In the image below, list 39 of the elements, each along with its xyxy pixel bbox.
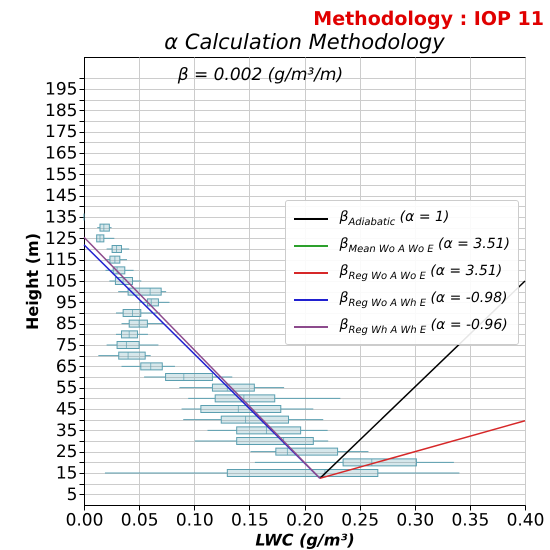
y-tick-label: 45 — [56, 400, 78, 420]
x-tick-label: 0.40 — [506, 510, 544, 530]
x-tick-label: 0.20 — [286, 510, 324, 530]
x-tick-label: 0.10 — [176, 510, 214, 530]
y-tick-label: 195 — [45, 80, 78, 100]
y-tick-label: 165 — [45, 144, 78, 164]
x-tick-label: 0.05 — [120, 510, 159, 530]
x-tick-label: 0.25 — [341, 510, 380, 530]
y-tick-label: 55 — [56, 378, 78, 398]
y-tick-label: 5 — [66, 484, 78, 505]
y-tick-label: 175 — [45, 122, 78, 142]
y-tick-label: 145 — [45, 186, 78, 206]
chart-subtitle: Methodology : IOP 11 — [313, 8, 544, 30]
x-tick-label: 0.00 — [66, 510, 104, 530]
y-tick-label: 95 — [56, 292, 78, 313]
x-tick-label: 0.15 — [230, 510, 269, 530]
legend-label: β$_{Reg Wh A Wh E}$ (α = -0.96) — [340, 317, 508, 336]
x-axis-title: LWC (g/m³) — [255, 530, 355, 550]
legend-label: β$_{Adiabatic}$ (α = 1) — [340, 209, 450, 228]
y-tick-label: 125 — [45, 228, 78, 249]
legend-label: β$_{Reg Wo A Wh E}$ (α = -0.98) — [340, 290, 508, 309]
legend-label: β$_{Reg Wo A Wo E}$ (α = 3.51) — [340, 263, 502, 282]
y-tick-label: 85 — [56, 314, 78, 334]
y-tick-label: 25 — [56, 442, 78, 462]
y-tick-label: 65 — [56, 356, 78, 377]
x-tick-label: 0.30 — [396, 510, 434, 530]
y-tick-label: 135 — [45, 208, 78, 228]
y-tick-label: 105 — [45, 272, 78, 292]
y-tick-label: 115 — [45, 250, 78, 270]
y-tick-label: 35 — [56, 420, 78, 441]
y-tick-label: 75 — [56, 336, 78, 356]
y-tick-label: 185 — [45, 100, 78, 121]
legend-label: β$_{Mean Wo A Wo E}$ (α = 3.51) — [340, 236, 510, 255]
annotation: β = 0.002 (g/m³/m) — [176, 65, 344, 85]
x-tick-label: 0.35 — [451, 510, 490, 530]
chart-title: α Calculation Methodology — [164, 30, 446, 54]
y-axis-title: Height (m) — [23, 232, 42, 330]
y-tick-label: 15 — [56, 464, 78, 484]
y-tick-label: 155 — [45, 164, 78, 185]
